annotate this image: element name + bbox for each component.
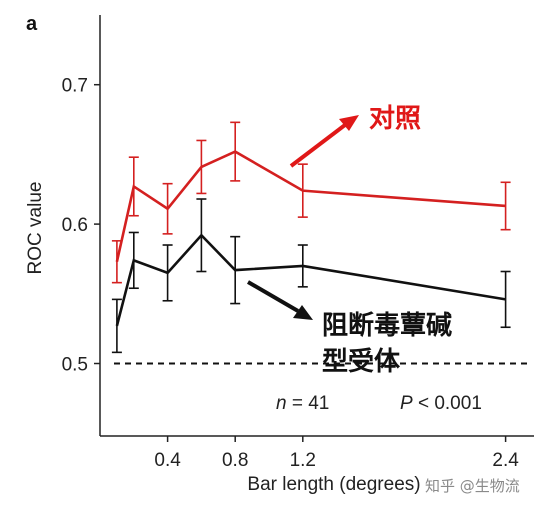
- series-line: [115, 233, 506, 327]
- y-tick-label: 0.7: [62, 76, 88, 97]
- x-tick-label: 0.8: [222, 450, 248, 471]
- p-value: < 0.001: [413, 393, 482, 414]
- x-tick-label: 0.4: [154, 450, 181, 471]
- n-annotation: n = 41: [276, 393, 329, 414]
- n-symbol: n: [276, 393, 287, 414]
- y-tick-label: 0.5: [62, 355, 88, 376]
- y-tick-label: 0.6: [62, 215, 88, 236]
- blocker-label: 阻断毒蕈碱 型受体: [322, 310, 461, 377]
- x-tick-label: 1.2: [290, 450, 316, 471]
- blocker-label-line-1: 阻断毒蕈碱: [322, 310, 452, 341]
- p-annotation: P < 0.001: [400, 393, 482, 414]
- blocker-label-line-2: 型受体: [322, 346, 401, 377]
- x-tick-label: 2.4: [492, 450, 519, 471]
- blocker-arrow: [246, 280, 313, 320]
- watermark: 知乎 @生物流: [425, 477, 520, 495]
- series-muscarinic-blocker: [111, 198, 511, 354]
- p-symbol: P: [400, 393, 413, 414]
- series-control: [111, 121, 511, 284]
- x-ticks: 0.4 0.8 1.2 2.4: [154, 436, 519, 471]
- control-arrow: [289, 115, 359, 168]
- control-label: 对照: [369, 104, 421, 134]
- n-value: = 41: [287, 393, 330, 414]
- series-layer: [111, 121, 511, 354]
- y-axis-label: ROC value: [25, 182, 46, 275]
- x-axis-label: Bar length (degrees): [247, 474, 420, 495]
- series-line: [115, 150, 506, 263]
- y-ticks: 0.5 0.6 0.7: [62, 76, 100, 376]
- panel-letter: a: [26, 13, 38, 35]
